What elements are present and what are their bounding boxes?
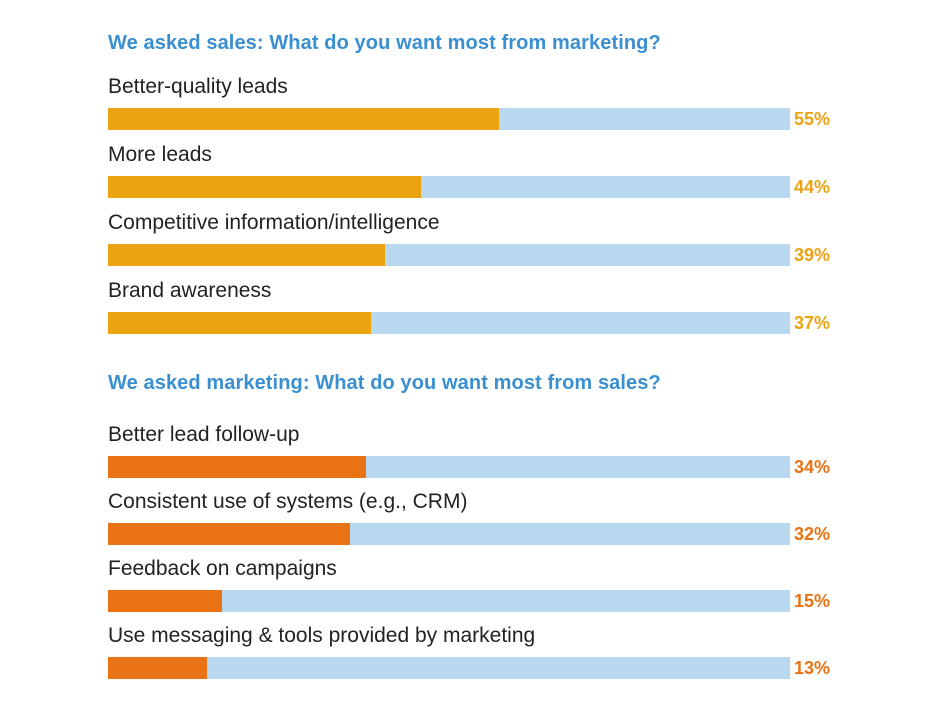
bar-track bbox=[108, 523, 790, 545]
bar-track bbox=[108, 176, 790, 198]
bar-track bbox=[108, 244, 790, 266]
value-label: 37% bbox=[794, 313, 831, 333]
bar-row: Better-quality leads 55% bbox=[0, 75, 945, 135]
value-label: 34% bbox=[794, 457, 831, 477]
category-label: Feedback on campaigns bbox=[108, 557, 337, 580]
bar bbox=[108, 108, 499, 130]
bar-track bbox=[108, 456, 790, 478]
bar-row: Brand awareness 37% bbox=[0, 279, 945, 339]
bar-row: Feedback on campaigns 15% bbox=[0, 557, 945, 617]
chart-title: We asked sales: What do you want most fr… bbox=[108, 32, 661, 54]
bar-row: Competitive information/intelligence 39% bbox=[0, 211, 945, 271]
value-label: 39% bbox=[794, 245, 831, 265]
category-label: Competitive information/intelligence bbox=[108, 211, 440, 234]
category-label: Use messaging & tools provided by market… bbox=[108, 624, 536, 647]
bar bbox=[108, 657, 207, 679]
category-label: Better lead follow-up bbox=[108, 423, 300, 446]
category-label: Better-quality leads bbox=[108, 75, 288, 98]
bar-row: More leads 44% bbox=[0, 143, 945, 203]
category-label: Consistent use of systems (e.g., CRM) bbox=[108, 490, 468, 513]
bar-track bbox=[108, 312, 790, 334]
bar-track bbox=[108, 590, 790, 612]
chart-title: We asked marketing: What do you want mos… bbox=[108, 372, 661, 394]
bar bbox=[108, 312, 371, 334]
bar-row: Better lead follow-up 34% bbox=[0, 423, 945, 483]
bar bbox=[108, 590, 222, 612]
bar bbox=[108, 176, 421, 198]
value-label: 15% bbox=[794, 591, 831, 611]
value-label: 55% bbox=[794, 109, 831, 129]
bar-row: Use messaging & tools provided by market… bbox=[0, 624, 945, 684]
category-label: More leads bbox=[108, 143, 212, 166]
bar-row: Consistent use of systems (e.g., CRM) 32% bbox=[0, 490, 945, 550]
bar-track bbox=[108, 657, 790, 679]
category-label: Brand awareness bbox=[108, 279, 272, 302]
bar bbox=[108, 523, 350, 545]
bar bbox=[108, 456, 366, 478]
bar bbox=[108, 244, 385, 266]
value-label: 13% bbox=[794, 658, 831, 678]
bar-track bbox=[108, 108, 790, 130]
value-label: 32% bbox=[794, 524, 831, 544]
value-label: 44% bbox=[794, 177, 831, 197]
